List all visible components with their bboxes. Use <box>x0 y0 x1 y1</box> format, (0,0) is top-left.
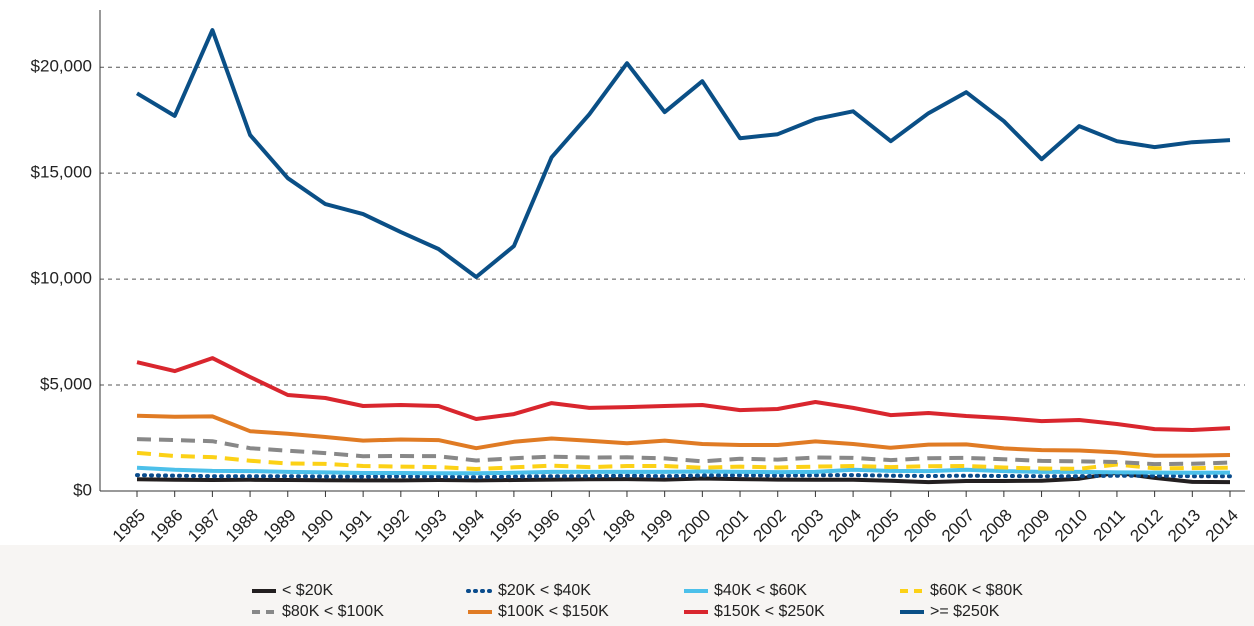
x-tick-label: 2002 <box>750 506 790 546</box>
series-line <box>135 473 1232 480</box>
x-tick-label: 1989 <box>260 506 300 546</box>
y-tick-label: $10,000 <box>31 269 92 288</box>
x-tick-label: 2012 <box>1126 506 1166 546</box>
x-tick-label: 2013 <box>1164 506 1204 546</box>
series-line <box>136 465 1231 476</box>
x-tick-label: 1999 <box>636 506 676 546</box>
legend-label: $100K < $150K <box>498 603 609 620</box>
x-tick-label: 1990 <box>297 506 337 546</box>
x-tick-label: 2008 <box>976 506 1016 546</box>
legend-label: >= $250K <box>930 603 1000 620</box>
series-line <box>136 470 1231 485</box>
y-tick-label: $15,000 <box>31 163 92 182</box>
series-line <box>136 413 1231 458</box>
legend-label: $80K < $100K <box>282 603 384 620</box>
x-tick-label: 1992 <box>373 506 413 546</box>
legend-label: < $20K <box>282 582 333 599</box>
x-tick-label: 1988 <box>222 506 262 546</box>
x-tick-label: 1987 <box>184 506 224 546</box>
x-tick-label: 1991 <box>335 506 375 546</box>
x-tick-label: 1985 <box>109 506 149 546</box>
series-line <box>135 28 1231 279</box>
x-tick-label: 2001 <box>712 506 752 546</box>
x-tick-label: 2005 <box>863 506 903 546</box>
x-tick-label: 1996 <box>523 506 563 546</box>
x-tick-label: 2003 <box>787 506 827 546</box>
legend-label: $60K < $80K <box>930 582 1023 599</box>
x-tick-label: 2014 <box>1202 506 1242 546</box>
y-tick-label: $5,000 <box>40 375 92 394</box>
x-tick-label: 2004 <box>825 506 865 546</box>
y-tick-label: $0 <box>73 480 92 499</box>
y-tick-label: $20,000 <box>31 57 92 76</box>
x-tick-label: 2009 <box>1013 506 1053 546</box>
legend: < $20K $20K < $40K $40K < $60K $60K < $80K $… <box>252 582 1023 620</box>
x-tick-label: 1997 <box>561 506 601 546</box>
legend-background <box>0 545 1254 626</box>
x-tick-label: 1998 <box>599 506 639 546</box>
series-line <box>136 450 1231 471</box>
x-tick-label: 2006 <box>900 506 940 546</box>
x-tick-label: 2010 <box>1051 506 1091 546</box>
x-tick-label: 2007 <box>938 506 978 546</box>
series-line <box>136 356 1231 432</box>
legend-label: $20K < $40K <box>498 582 591 599</box>
x-tick-label: 1986 <box>147 506 187 546</box>
x-tick-label: 1995 <box>486 506 526 546</box>
x-tick-label: 1993 <box>410 506 450 546</box>
x-tick-label: 2000 <box>674 506 714 546</box>
x-tick-label: 2011 <box>1090 506 1129 545</box>
legend-label: $150K < $250K <box>714 603 825 620</box>
legend-label: $40K < $60K <box>714 582 807 599</box>
x-tick-label: 1994 <box>448 506 488 546</box>
series-line <box>136 437 1231 467</box>
